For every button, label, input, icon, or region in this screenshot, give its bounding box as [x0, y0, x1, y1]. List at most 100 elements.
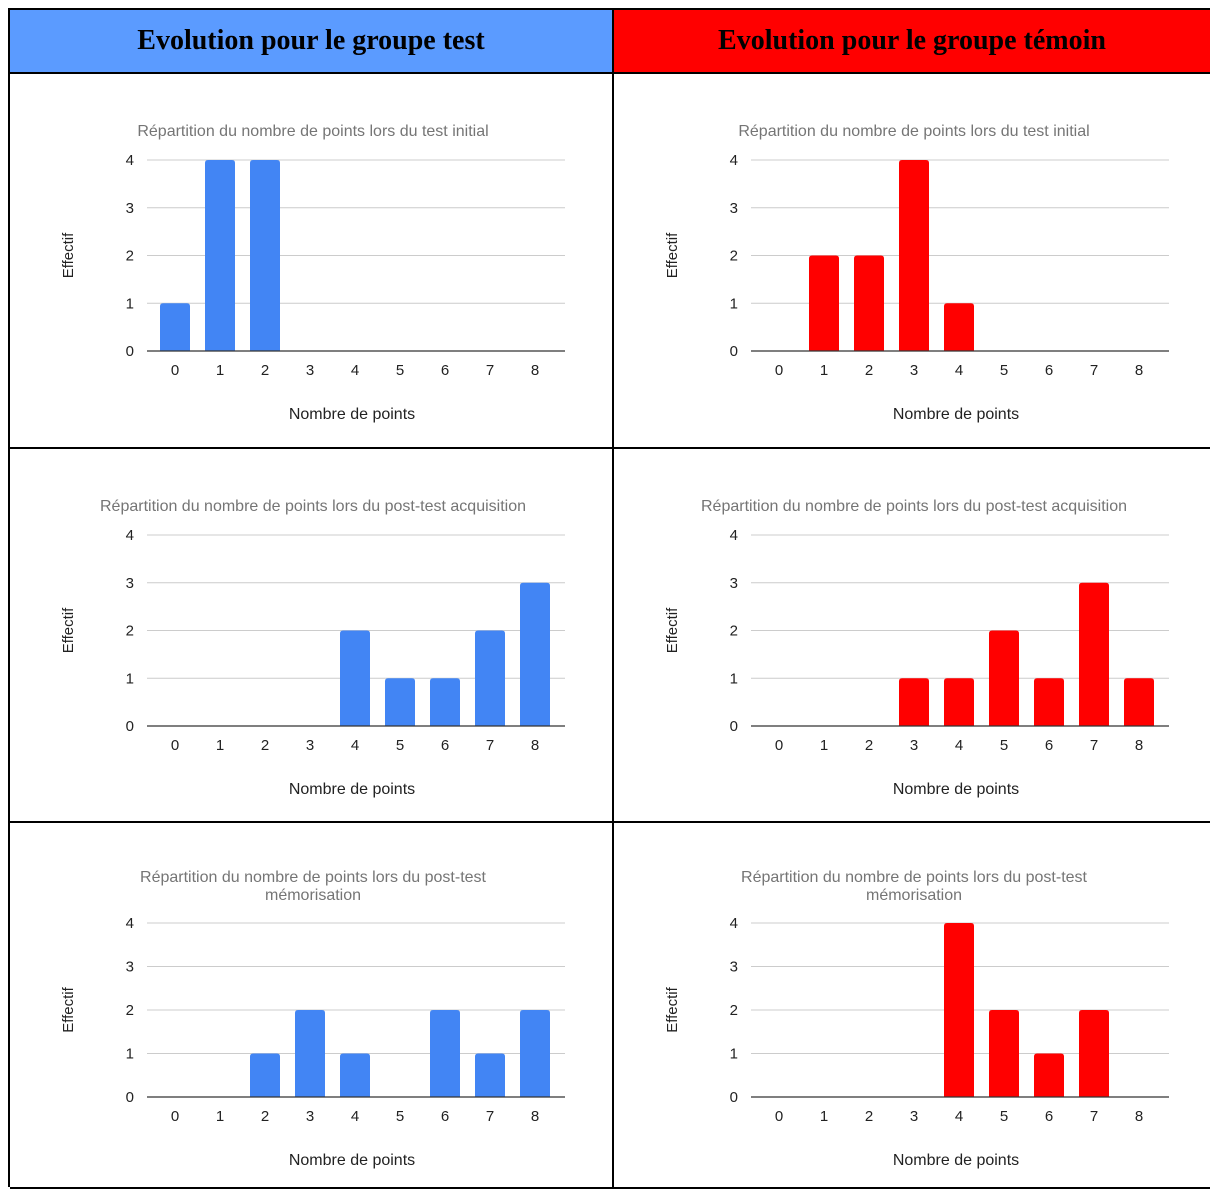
y-tick-label: 4	[730, 152, 738, 169]
bar	[205, 160, 235, 351]
x-tick-label: 0	[171, 362, 179, 379]
x-tick-label: 7	[1090, 737, 1098, 754]
y-tick-label: 1	[730, 1046, 738, 1063]
y-tick-label: 4	[730, 915, 738, 932]
x-tick-label: 6	[1045, 362, 1053, 379]
chart-title: Répartition du nombre de points lors du …	[140, 869, 487, 886]
y-tick-label: 4	[126, 152, 134, 169]
y-tick-label: 2	[126, 623, 134, 640]
bar	[1034, 678, 1064, 726]
comparison-table: Evolution pour le groupe test Evolution …	[8, 8, 1210, 1189]
bar	[520, 582, 550, 726]
chart-title: Répartition du nombre de points lors du …	[701, 498, 1127, 515]
x-tick-label: 4	[351, 362, 359, 379]
y-tick-label: 3	[126, 575, 134, 592]
x-tick-label: 1	[820, 1108, 828, 1125]
chart-test-initial: Répartition du nombre de points lors du …	[60, 123, 565, 423]
y-tick-label: 3	[730, 959, 738, 976]
chart-cell-temoin-acquisition: Répartition du nombre de points lors du …	[614, 449, 1210, 823]
x-tick-label: 5	[1000, 1108, 1008, 1125]
x-tick-label: 3	[910, 362, 918, 379]
chart-cell-test-memorisation: Répartition du nombre de points lors du …	[10, 823, 614, 1189]
y-tick-label: 3	[730, 575, 738, 592]
bar	[340, 630, 370, 726]
chart-cell-temoin-initial: Répartition du nombre de points lors du …	[614, 74, 1210, 449]
bar	[520, 1010, 550, 1097]
chart-test-memorisation: Répartition du nombre de points lors du …	[60, 869, 565, 1169]
y-tick-label: 1	[730, 295, 738, 312]
x-tick-label: 6	[441, 737, 449, 754]
chart-title: Répartition du nombre de points lors du …	[738, 123, 1089, 140]
x-tick-label: 7	[486, 362, 494, 379]
bar	[160, 303, 190, 351]
x-tick-label: 4	[955, 737, 963, 754]
x-tick-label: 7	[486, 1108, 494, 1125]
y-axis-label: Effectif	[60, 607, 77, 653]
y-tick-label: 0	[730, 343, 738, 360]
x-tick-label: 4	[955, 1108, 963, 1125]
x-tick-label: 5	[396, 1108, 404, 1125]
x-tick-label: 8	[531, 737, 539, 754]
x-tick-label: 2	[261, 1108, 269, 1125]
chart-title: mémorisation	[866, 887, 962, 904]
chart-title: Répartition du nombre de points lors du …	[741, 869, 1088, 886]
x-tick-label: 1	[820, 737, 828, 754]
x-axis-label: Nombre de points	[893, 406, 1019, 423]
x-tick-label: 0	[171, 1108, 179, 1125]
bar	[1124, 678, 1154, 726]
x-tick-label: 8	[1135, 362, 1143, 379]
y-tick-label: 2	[126, 248, 134, 265]
chart-cell-temoin-memorisation: Répartition du nombre de points lors du …	[614, 823, 1210, 1189]
bar	[944, 923, 974, 1097]
chart-cell-test-initial: Répartition du nombre de points lors du …	[10, 74, 614, 449]
x-axis-label: Nombre de points	[289, 781, 415, 798]
x-tick-label: 2	[865, 737, 873, 754]
x-tick-label: 4	[351, 1108, 359, 1125]
x-tick-label: 3	[910, 737, 918, 754]
x-tick-label: 2	[261, 362, 269, 379]
x-tick-label: 7	[486, 737, 494, 754]
chart-test-acquisition: Répartition du nombre de points lors du …	[60, 498, 565, 798]
x-tick-label: 2	[865, 362, 873, 379]
y-tick-label: 1	[126, 670, 134, 687]
x-axis-label: Nombre de points	[893, 781, 1019, 798]
bar	[430, 1010, 460, 1097]
y-axis-label: Effectif	[60, 232, 77, 278]
bar	[989, 1010, 1019, 1097]
y-tick-label: 4	[126, 527, 134, 544]
chart-title: Répartition du nombre de points lors du …	[100, 498, 526, 515]
x-tick-label: 3	[306, 1108, 314, 1125]
x-tick-label: 0	[775, 737, 783, 754]
x-axis-label: Nombre de points	[893, 1152, 1019, 1169]
x-tick-label: 7	[1090, 1108, 1098, 1125]
y-axis-label: Effectif	[664, 232, 681, 278]
chart-title: mémorisation	[265, 887, 361, 904]
y-tick-label: 0	[126, 343, 134, 360]
y-tick-label: 0	[730, 718, 738, 735]
y-tick-label: 1	[730, 670, 738, 687]
x-tick-label: 4	[955, 362, 963, 379]
y-tick-label: 2	[730, 1002, 738, 1019]
x-tick-label: 6	[441, 362, 449, 379]
x-axis-label: Nombre de points	[289, 406, 415, 423]
header-control-group: Evolution pour le groupe témoin	[614, 10, 1210, 74]
y-axis-label: Effectif	[664, 986, 681, 1032]
bar	[989, 630, 1019, 726]
x-tick-label: 6	[1045, 1108, 1053, 1125]
x-tick-label: 8	[531, 1108, 539, 1125]
x-tick-label: 8	[531, 362, 539, 379]
bar	[899, 160, 929, 351]
y-tick-label: 1	[126, 295, 134, 312]
bar	[899, 678, 929, 726]
y-tick-label: 4	[126, 915, 134, 932]
chart-cell-test-acquisition: Répartition du nombre de points lors du …	[10, 449, 614, 823]
x-axis-label: Nombre de points	[289, 1152, 415, 1169]
chart-temoin-memorisation: Répartition du nombre de points lors du …	[664, 869, 1169, 1169]
x-tick-label: 0	[171, 737, 179, 754]
bar	[340, 1053, 370, 1097]
bar	[1034, 1053, 1064, 1097]
chart-temoin-initial: Répartition du nombre de points lors du …	[664, 123, 1169, 423]
x-tick-label: 6	[1045, 737, 1053, 754]
y-tick-label: 0	[730, 1089, 738, 1106]
y-tick-label: 0	[126, 718, 134, 735]
